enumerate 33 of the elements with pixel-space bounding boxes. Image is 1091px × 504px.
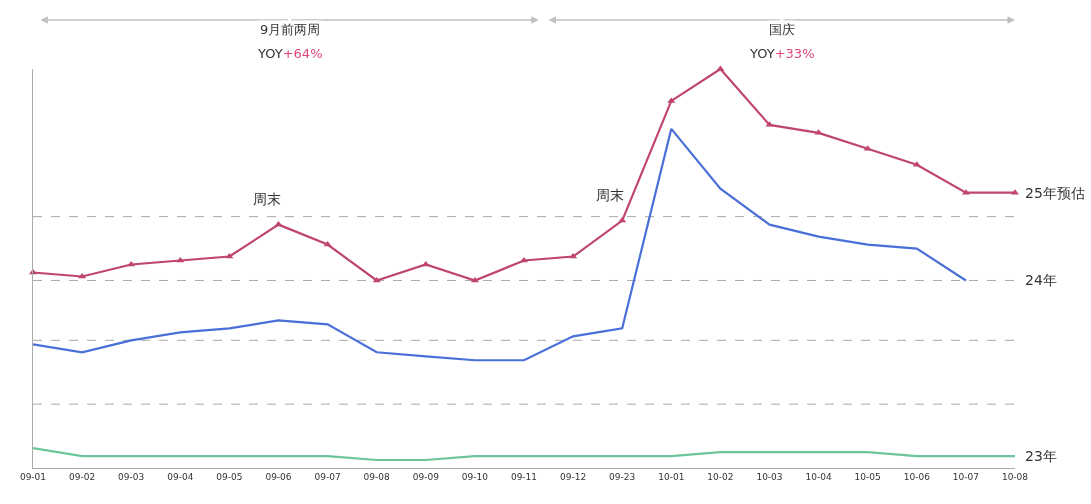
x-tick-label: 10-08 xyxy=(1001,471,1029,482)
x-tick-label: 09-01 xyxy=(19,471,47,482)
text: YOY+33% xyxy=(749,46,815,61)
x-tick-label: 09-05 xyxy=(216,471,243,482)
x-tick-label: 09-02 xyxy=(69,471,96,482)
text: 9月前两周 xyxy=(260,22,321,37)
x-tick-label: 09-09 xyxy=(412,471,440,482)
x-tick-label: 10-06 xyxy=(903,471,931,482)
x-tick-label: 10-02 xyxy=(707,471,734,482)
x-tick-label: 10-07 xyxy=(952,471,979,482)
text: YOY+64% xyxy=(257,46,323,61)
x-tick-label: 09-10 xyxy=(461,471,489,482)
x-tick-label: 09-07 xyxy=(314,471,341,482)
x-tick-label: 10-05 xyxy=(854,471,881,482)
x-tick-label: 09-03 xyxy=(118,471,145,482)
series-label: 23年 xyxy=(1025,448,1057,464)
series-label: 25年预估 xyxy=(1025,185,1085,201)
x-tick-label: 10-03 xyxy=(756,471,783,482)
x-tick-label: 09-04 xyxy=(167,471,194,482)
x-tick-label: 10-04 xyxy=(805,471,832,482)
point xyxy=(78,272,87,279)
text: 24年 xyxy=(1025,272,1057,288)
text: 国庆 xyxy=(769,22,795,37)
x-tick-label: 10-01 xyxy=(658,471,685,482)
x-tick-label: 09-08 xyxy=(363,471,391,482)
annotation: 周末 xyxy=(596,187,624,203)
x-tick-label: 09-12 xyxy=(560,471,587,482)
point xyxy=(470,276,479,283)
x-tick-label: 09-11 xyxy=(510,471,538,482)
x-tick-label: 09-06 xyxy=(265,471,292,482)
point xyxy=(372,276,381,283)
x-tick-label: 09-23 xyxy=(609,471,636,482)
annotation: 周末 xyxy=(253,191,281,207)
